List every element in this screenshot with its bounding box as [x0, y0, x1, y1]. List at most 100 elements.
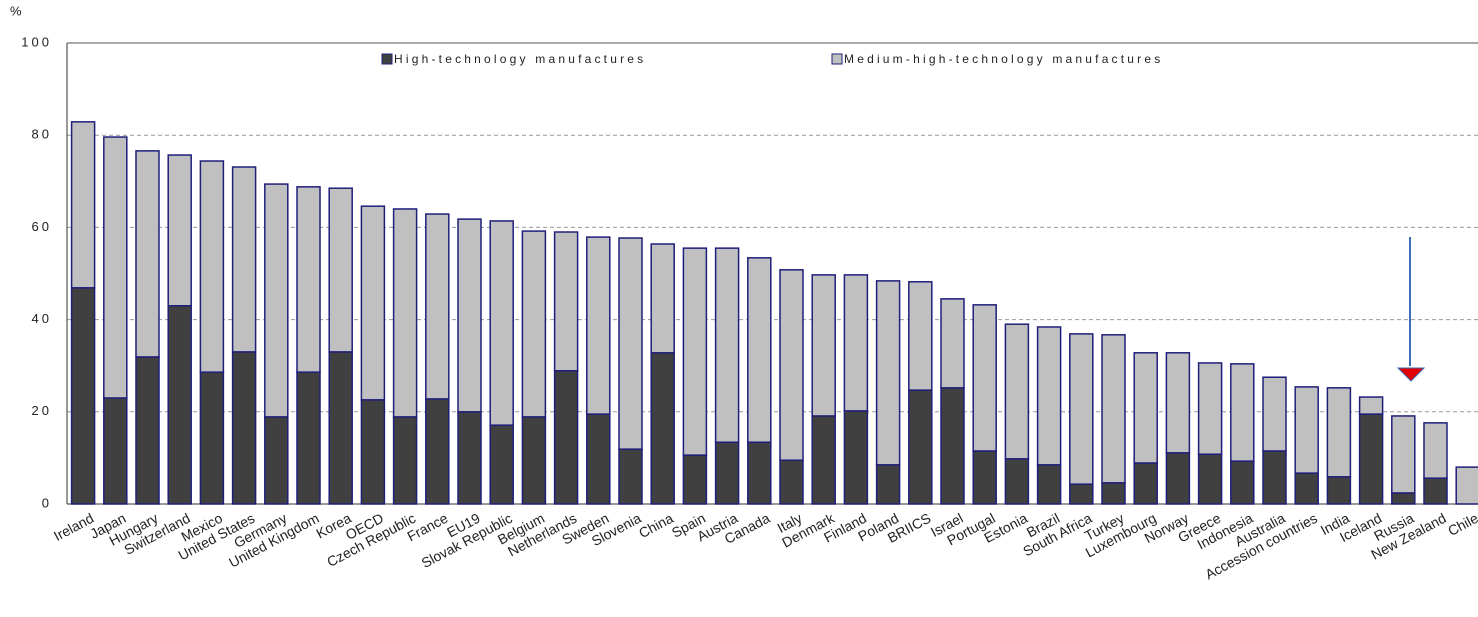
bar-segment	[457, 411, 482, 505]
bar-segment	[1197, 362, 1223, 455]
y-tick-label: 60	[32, 219, 52, 234]
bar-segment	[1165, 452, 1191, 505]
bar-segment	[1197, 453, 1223, 505]
bar-segment	[1004, 323, 1030, 460]
bar-segment	[296, 186, 321, 373]
bar-segment	[425, 398, 450, 505]
bar-segment	[457, 218, 482, 413]
bar-segment	[811, 415, 836, 505]
bar-segment	[908, 389, 933, 505]
bar-segment	[1230, 363, 1255, 462]
bar-segment	[1423, 477, 1448, 505]
y-tick-label: 80	[32, 127, 52, 142]
bar-segment	[1326, 387, 1352, 478]
x-tick-label: Chile	[1445, 510, 1478, 539]
bar-segment	[650, 352, 675, 505]
bar-segment	[908, 281, 933, 391]
bar-segment	[360, 399, 386, 505]
annotation-arrow	[1396, 237, 1426, 382]
bar-segment	[1358, 413, 1384, 505]
bar-segment	[811, 274, 836, 417]
bar-segment	[779, 459, 804, 505]
legend-swatch	[831, 53, 843, 65]
bar-segment	[843, 274, 869, 412]
bar-segment	[103, 397, 128, 505]
bar-segment	[1391, 415, 1416, 494]
bar-segment	[553, 370, 579, 505]
bar-segment	[1326, 476, 1352, 505]
bar-segment	[972, 304, 997, 452]
bar-segment	[521, 230, 547, 418]
bar-segment	[489, 424, 514, 505]
arrow-head	[1396, 367, 1426, 382]
bar-segment	[875, 464, 901, 505]
bar-segment	[650, 243, 675, 354]
bar-segment	[1069, 483, 1094, 505]
bar-segment	[231, 351, 257, 505]
bar-segment	[1455, 466, 1478, 505]
bar-segment	[747, 441, 772, 505]
bar-segment	[264, 183, 289, 418]
bar-segment	[521, 416, 547, 505]
bar-segment	[328, 351, 353, 505]
bar-segment	[489, 220, 514, 426]
bar-segment	[1101, 482, 1126, 505]
bar-segment	[1423, 422, 1448, 479]
bar-segment	[392, 416, 418, 505]
y-axis-label: %	[10, 3, 22, 18]
bar-segment	[714, 441, 740, 505]
legend-item: Medium-high-technology manufactures	[831, 52, 1163, 66]
bar-segment	[167, 305, 192, 505]
bar-segment	[618, 448, 643, 505]
bar-segment	[1133, 462, 1158, 505]
bar-segment	[231, 166, 257, 353]
y-tick-label: 0	[42, 495, 52, 510]
bar-segment	[264, 416, 289, 505]
bar-segment	[392, 208, 418, 418]
bar-segment	[1036, 464, 1062, 505]
bar-segment	[1101, 334, 1126, 484]
bar-segment	[618, 237, 643, 450]
bar-segment	[1391, 492, 1416, 505]
bar-segment	[1262, 450, 1287, 505]
y-tick-label: 40	[32, 311, 52, 326]
bar-segment	[1262, 376, 1287, 452]
bar-segment	[875, 280, 901, 466]
bar-segment	[135, 356, 160, 505]
bar-segment	[199, 160, 225, 373]
bar-segment	[779, 269, 804, 461]
bar-segment	[682, 247, 708, 456]
bar-segment	[586, 413, 611, 505]
bar-segment	[1004, 458, 1030, 505]
bar-segment	[1036, 326, 1062, 466]
bar-segment	[586, 236, 611, 415]
bar-segment	[70, 121, 96, 289]
bar-segment	[1358, 396, 1384, 415]
legend-swatch	[381, 53, 393, 65]
bar-segment	[972, 450, 997, 505]
legend-item: High-technology manufactures	[381, 52, 646, 66]
bar-segment	[1294, 472, 1319, 505]
bar-segment	[199, 371, 225, 505]
bar-segment	[682, 454, 708, 505]
bar-segment	[296, 371, 321, 505]
y-tick-label: 100	[21, 34, 52, 49]
y-tick-label: 20	[32, 403, 52, 418]
bar-segment	[328, 187, 353, 353]
bar-segment	[714, 247, 740, 443]
bar-segment	[553, 231, 579, 372]
bar-segment	[135, 150, 160, 358]
legend-label: High-technology manufactures	[394, 52, 646, 66]
bar-segment	[425, 213, 450, 400]
bar-segment	[1069, 333, 1094, 485]
bar-segment	[360, 205, 386, 401]
bar-segment	[1133, 352, 1158, 464]
legend-label: Medium-high-technology manufactures	[844, 52, 1163, 66]
bar-segment	[1294, 386, 1319, 474]
bar-segment	[167, 154, 192, 307]
bar-segment	[940, 298, 965, 389]
bar-segment	[70, 287, 96, 505]
bar-segment	[1230, 460, 1255, 505]
bar-segment	[103, 136, 128, 399]
